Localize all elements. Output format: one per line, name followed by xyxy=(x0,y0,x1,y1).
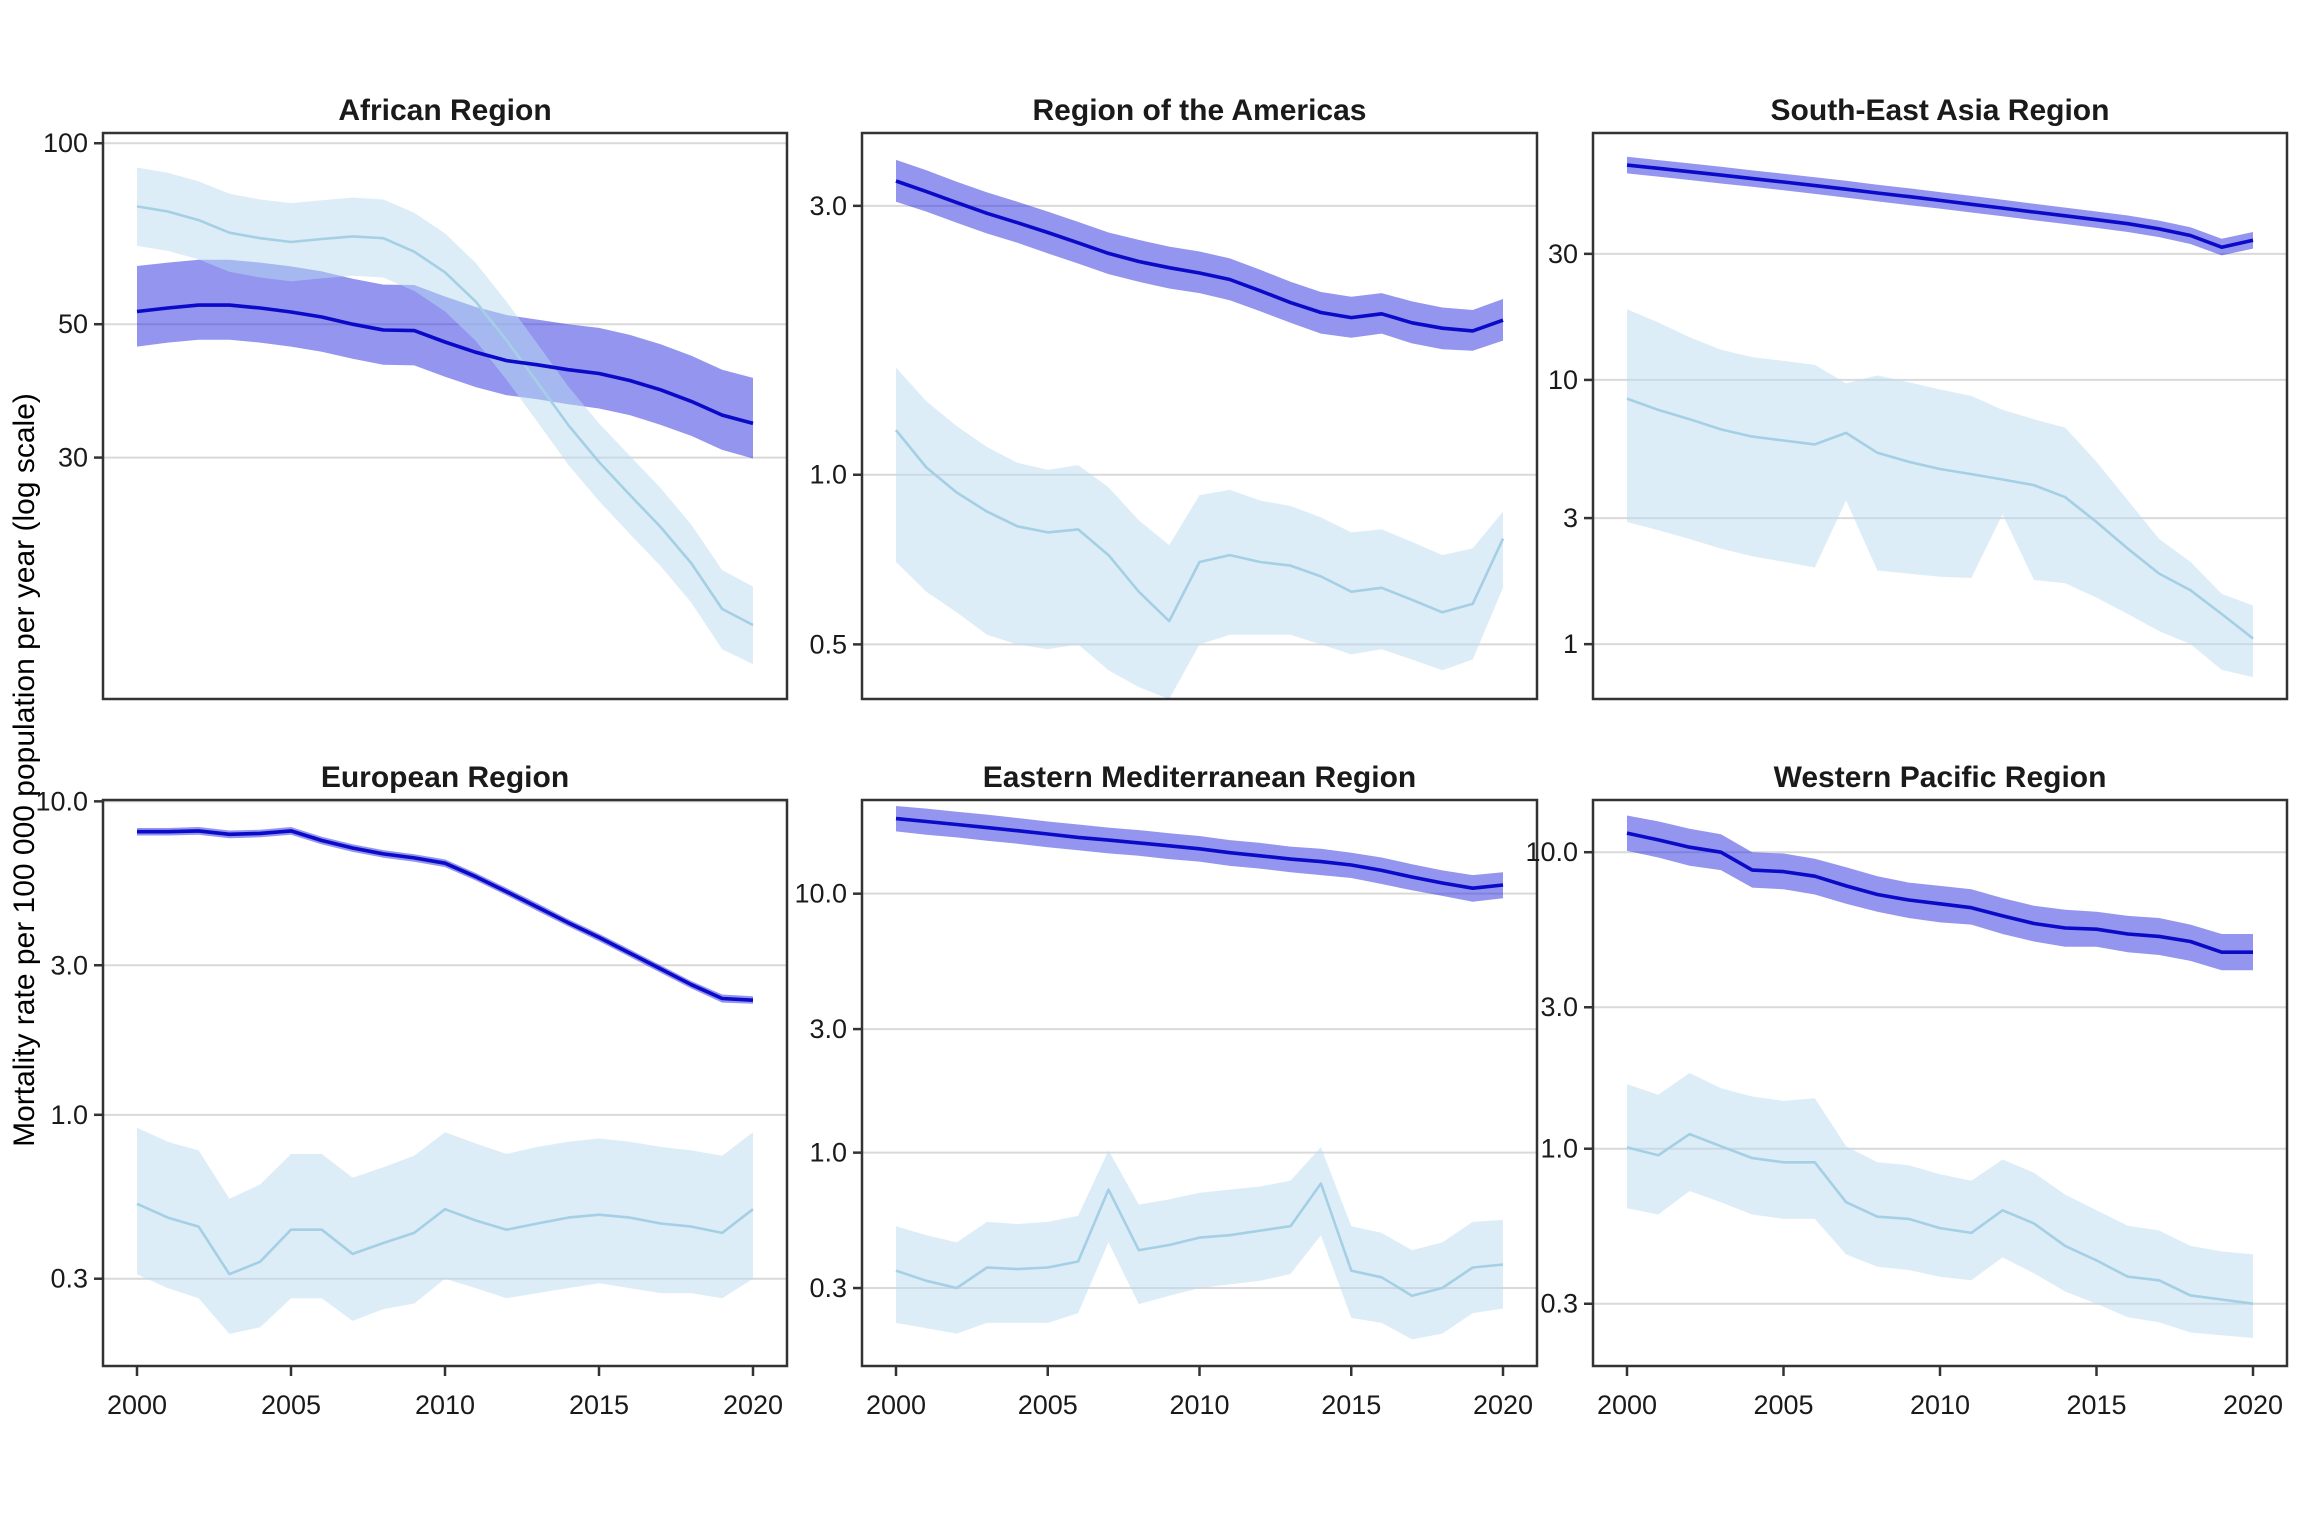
x-tick-label-eastern_mediterranean-2005: 2005 xyxy=(1018,1390,1078,1420)
panel-european: European Region 10.0 3.0 1.0 0.3 2000 2005 2010… xyxy=(35,761,789,1420)
x-tick-label-western_pacific-2020: 2020 xyxy=(2223,1390,2283,1420)
x-tick-label-european-2010: 2010 xyxy=(415,1390,475,1420)
panel-african: African Region 100 50 30 xyxy=(43,94,789,701)
x-tick-label-eastern_mediterranean-2015: 2015 xyxy=(1321,1390,1381,1420)
panel-title-european: European Region xyxy=(321,761,569,794)
panel-border-south_east_asia xyxy=(1591,131,2289,701)
panel-border-eastern_mediterranean xyxy=(860,798,1539,1368)
y-axis-label: Mortality rate per 100 000 population pe… xyxy=(8,393,41,1147)
ribbon-dark-african xyxy=(137,259,753,459)
y-tick-label-eastern_mediterranean-1.0: 1.0 xyxy=(809,1138,847,1168)
y-tick-label-south_east_asia-3: 3 xyxy=(1563,503,1578,533)
panel-eastern_mediterranean: Eastern Mediterranean Region 10.0 3.0 1.0 0.… xyxy=(794,761,1539,1420)
y-tick-label-western_pacific-10.0: 10.0 xyxy=(1525,837,1578,867)
x-tick-label-western_pacific-2000: 2000 xyxy=(1597,1390,1657,1420)
x-tick-label-western_pacific-2015: 2015 xyxy=(2066,1390,2126,1420)
x-tick-label-western_pacific-2005: 2005 xyxy=(1753,1390,1813,1420)
x-tick-label-european-2015: 2015 xyxy=(569,1390,629,1420)
x-tick-label-western_pacific-2010: 2010 xyxy=(1910,1390,1970,1420)
ribbon-dark-americas xyxy=(896,159,1503,351)
y-tick-label-eastern_mediterranean-3.0: 3.0 xyxy=(809,1014,847,1044)
line-light-western_pacific xyxy=(1626,1132,2254,1305)
line-dark-south_east_asia xyxy=(1626,163,2254,249)
y-tick-label-americas-1.0: 1.0 xyxy=(809,460,847,490)
y-tick-label-eastern_mediterranean-10.0: 10.0 xyxy=(794,879,847,909)
ribbon-light-western_pacific xyxy=(1627,1073,2253,1338)
panel-title-eastern_mediterranean: Eastern Mediterranean Region xyxy=(983,761,1416,794)
ribbon-light-european xyxy=(137,1127,753,1334)
line-light-african xyxy=(136,205,754,627)
y-tick-label-western_pacific-0.3: 0.3 xyxy=(1540,1289,1578,1319)
y-tick-label-americas-0.5: 0.5 xyxy=(809,629,847,659)
panel-border-western_pacific xyxy=(1591,798,2289,1368)
y-tick-label-south_east_asia-1: 1 xyxy=(1563,629,1578,659)
x-tick-label-eastern_mediterranean-2010: 2010 xyxy=(1169,1390,1229,1420)
panel-border-african xyxy=(101,131,789,701)
ribbon-light-african xyxy=(137,167,753,665)
y-tick-label-western_pacific-3.0: 3.0 xyxy=(1540,992,1578,1022)
ribbon-light-americas xyxy=(896,367,1503,699)
ribbon-dark-eastern_mediterranean xyxy=(896,806,1503,902)
panel-americas: Region of the Americas 3.0 1.0 0.5 xyxy=(809,94,1539,701)
line-light-european xyxy=(136,1202,754,1276)
y-tick-label-south_east_asia-30: 30 xyxy=(1548,239,1578,269)
ribbon-dark-south_east_asia xyxy=(1627,156,2253,256)
line-dark-western_pacific xyxy=(1626,831,2253,955)
x-tick-label-eastern_mediterranean-2000: 2000 xyxy=(866,1390,926,1420)
y-tick-label-european-1.0: 1.0 xyxy=(50,1100,88,1130)
y-tick-label-eastern_mediterranean-0.3: 0.3 xyxy=(809,1273,847,1303)
panel-western_pacific: Western Pacific Region 10.0 3.0 1.0 0.3 2000 2… xyxy=(1525,761,2289,1420)
panel-south_east_asia: South-East Asia Region 30 10 3 1 xyxy=(1548,94,2289,701)
x-tick-label-european-2000: 2000 xyxy=(107,1390,167,1420)
y-tick-label-european-10.0: 10.0 xyxy=(35,786,88,816)
line-dark-eastern_mediterranean xyxy=(895,816,1504,891)
y-tick-label-african-50: 50 xyxy=(58,309,88,339)
x-tick-label-eastern_mediterranean-2020: 2020 xyxy=(1473,1390,1533,1420)
panel-title-african: African Region xyxy=(338,94,551,127)
line-light-south_east_asia xyxy=(1626,397,2254,640)
panel-title-western_pacific: Western Pacific Region xyxy=(1774,761,2107,794)
y-tick-label-western_pacific-1.0: 1.0 xyxy=(1540,1134,1578,1164)
line-light-eastern_mediterranean xyxy=(895,1182,1504,1298)
x-tick-label-european-2005: 2005 xyxy=(261,1390,321,1420)
panel-title-americas: Region of the Americas xyxy=(1033,94,1367,127)
y-tick-label-european-3.0: 3.0 xyxy=(50,950,88,980)
line-dark-european xyxy=(137,829,754,1002)
y-tick-label-african-30: 30 xyxy=(58,443,88,473)
ribbon-dark-european xyxy=(137,827,753,1004)
y-tick-label-african-100: 100 xyxy=(43,128,88,158)
y-tick-label-americas-3.0: 3.0 xyxy=(809,191,847,221)
line-dark-african xyxy=(136,303,754,426)
ribbon-light-eastern_mediterranean xyxy=(896,1147,1503,1340)
ribbon-dark-western_pacific xyxy=(1627,815,2253,971)
y-tick-label-european-0.3: 0.3 xyxy=(50,1264,88,1294)
x-tick-label-european-2020: 2020 xyxy=(723,1390,783,1420)
panel-border-european xyxy=(101,798,789,1368)
y-tick-label-south_east_asia-10: 10 xyxy=(1548,365,1578,395)
ribbon-light-south_east_asia xyxy=(1627,309,2253,678)
line-dark-americas xyxy=(895,179,1504,333)
panel-title-south_east_asia: South-East Asia Region xyxy=(1771,94,2110,127)
panel-border-americas xyxy=(860,131,1539,701)
line-light-americas xyxy=(894,429,1505,623)
